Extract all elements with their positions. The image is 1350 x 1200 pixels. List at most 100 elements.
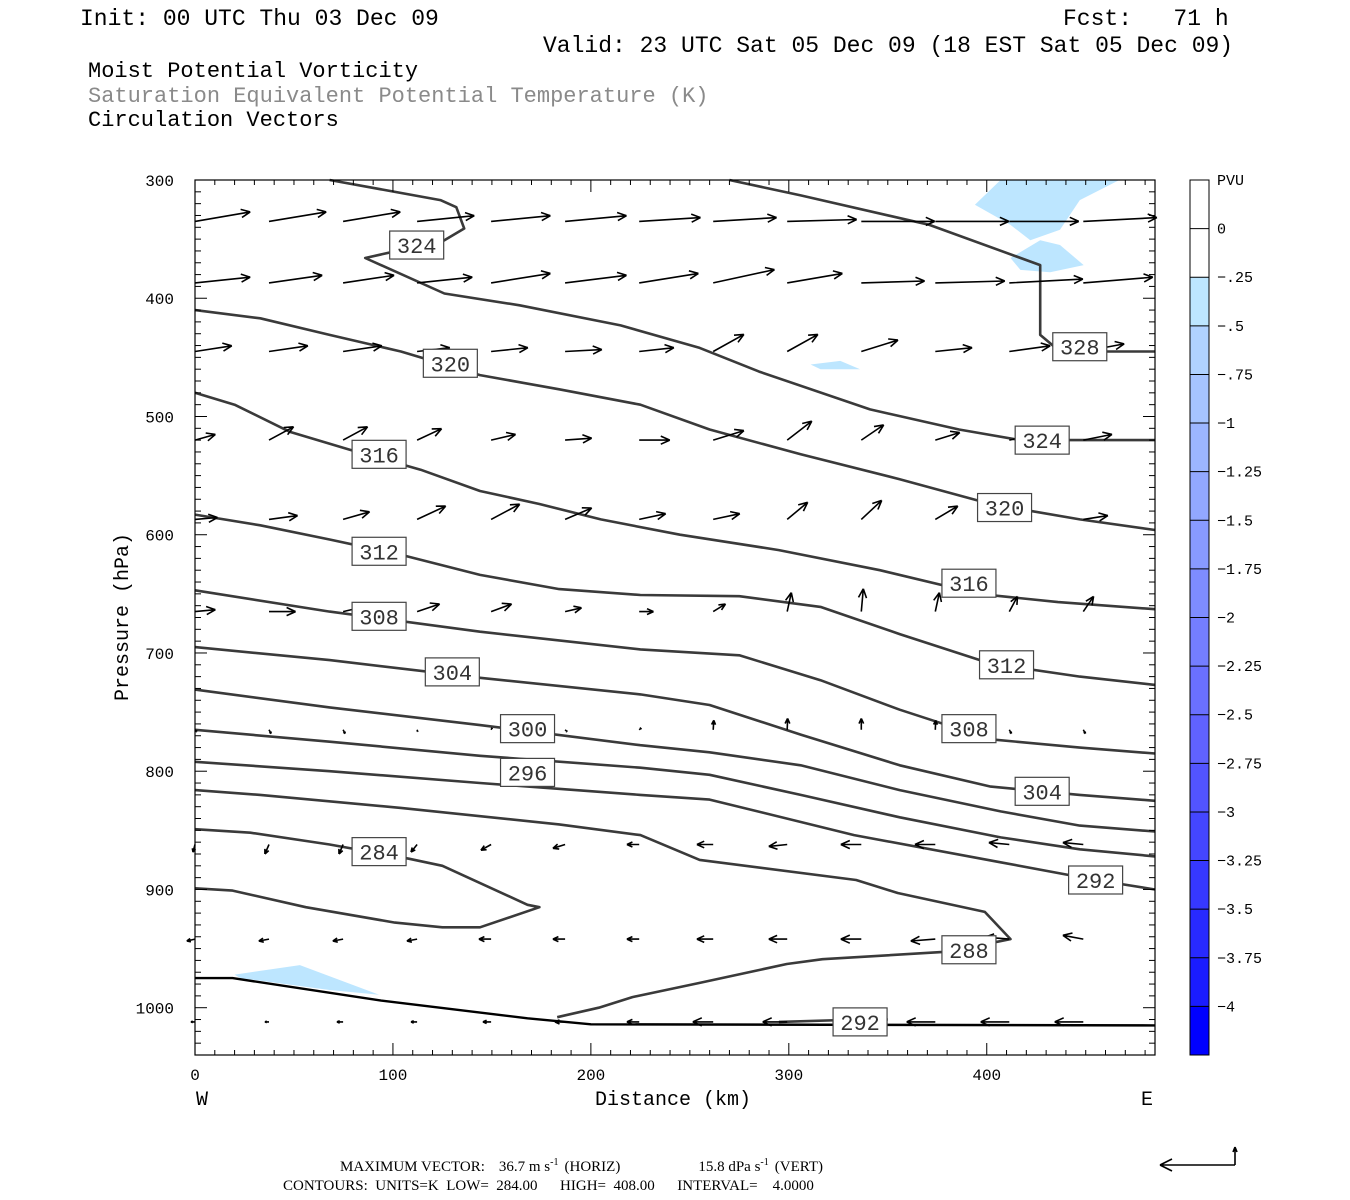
- contour-300: [194, 688, 1156, 833]
- colorbar-label: −4: [1217, 999, 1235, 1016]
- title-theta-es: Saturation Equivalent Potential Temperat…: [88, 84, 709, 109]
- wind-vector: [858, 718, 865, 730]
- colorbar-label: −.75: [1217, 367, 1253, 384]
- wind-vector: [935, 430, 961, 441]
- y-tick-label: 500: [145, 409, 174, 427]
- wind-vector: [490, 270, 551, 284]
- wind-vector: [784, 718, 791, 730]
- colorbar-label: −1.75: [1217, 562, 1262, 579]
- plot-frame: [194, 179, 1156, 1056]
- wind-vector: [190, 1020, 195, 1024]
- wind-vector: [1082, 729, 1087, 735]
- wind-vector: [194, 605, 216, 616]
- title-vectors: Circulation Vectors: [88, 108, 339, 133]
- footer-max-vector: MAXIMUM VECTOR: 36.7 m s-1 (HORIZ) 15.8 dPa…: [340, 1157, 823, 1175]
- wind-vector: [416, 602, 441, 613]
- wind-vector: [713, 266, 775, 284]
- contour-label: 300: [508, 719, 548, 744]
- valid-time: Valid: 23 UTC Sat 05 Dec 09 (18 EST Sat …: [543, 33, 1233, 59]
- x-tick-label: 400: [972, 1067, 1001, 1085]
- wind-vector: [269, 606, 296, 617]
- colorbar-swatch: [1190, 374, 1209, 424]
- plot-axes: 300 400 500 600 700 800 900 1000 0 100 200 300 400: [136, 173, 1156, 1085]
- colorbar-swatch: [1190, 520, 1209, 569]
- wind-vector: [194, 513, 218, 523]
- wind-vector: [268, 426, 295, 441]
- contour-label: 316: [949, 573, 989, 598]
- colorbar-label: −1.25: [1217, 465, 1262, 482]
- wind-vector: [565, 434, 593, 444]
- colorbar-label: −2.75: [1217, 756, 1262, 773]
- wind-vector: [491, 211, 551, 223]
- colorbar-label: −1: [1217, 416, 1235, 433]
- wind-vector: [552, 843, 566, 850]
- contour-label: 304: [1022, 781, 1062, 806]
- contour-label-box: [941, 568, 997, 598]
- y-tick-label: 800: [145, 764, 174, 782]
- wind-vector: [416, 729, 419, 733]
- wind-vector: [857, 588, 868, 612]
- x-tick-label: 0: [190, 1067, 200, 1085]
- x-tick-label: 300: [774, 1067, 803, 1085]
- wind-vector: [194, 273, 251, 284]
- wind-vector: [840, 839, 862, 850]
- wind-vector: [1083, 512, 1109, 522]
- wind-vector: [268, 271, 323, 284]
- wind-vector: [490, 431, 517, 442]
- pv-negative-regions: [234, 180, 1120, 995]
- wind-vector: [934, 505, 959, 521]
- contour-label: 328: [1060, 337, 1100, 362]
- contour-label: 308: [949, 719, 989, 744]
- wind-vector: [712, 428, 745, 441]
- colorbar-label: −.25: [1217, 270, 1253, 287]
- wind-vector: [194, 342, 233, 353]
- wind-vector: [713, 510, 741, 521]
- wind-vector: [342, 271, 395, 284]
- wind-vector: [860, 499, 883, 520]
- wind-vector: [1054, 1017, 1084, 1027]
- contour-label-box: [941, 935, 997, 965]
- wind-vector: [490, 602, 513, 613]
- wind-vector: [268, 511, 299, 522]
- y-tick-label: 1000: [136, 1001, 174, 1019]
- wind-vector: [860, 424, 885, 441]
- wind-vector: [565, 211, 627, 223]
- wind-vector: [639, 343, 675, 354]
- wind-vector: [410, 843, 418, 853]
- wind-vector: [710, 719, 717, 730]
- contour-label-box: [351, 439, 407, 469]
- contour-labels: 328 324 324 320 320 316 316 312 312 308 308 304 304 3…: [351, 230, 1124, 1037]
- wind-vector: [1009, 342, 1051, 353]
- y-tick-label: 600: [145, 528, 174, 546]
- colorbar-swatch: [1190, 714, 1209, 764]
- contour-label-box: [976, 492, 1033, 523]
- colorbar-label: −1.5: [1217, 513, 1253, 530]
- wind-vector: [1009, 274, 1084, 285]
- colorbar-swatch: [1190, 811, 1209, 861]
- colorbar-swatch: [1190, 666, 1209, 715]
- colorbar-swatch: [1190, 617, 1209, 667]
- contour-label: 292: [840, 1012, 880, 1037]
- wind-vector: [416, 505, 447, 521]
- wind-vector: [935, 216, 1010, 227]
- pv-region: [974, 180, 1120, 241]
- contour-label: 284: [359, 842, 399, 867]
- wind-vector: [787, 270, 843, 284]
- wind-vector: [935, 343, 973, 354]
- colorbar-swatch: [1190, 471, 1209, 521]
- colorbar-label: −3.25: [1217, 854, 1262, 871]
- wind-vector: [713, 213, 777, 223]
- wind-vector: [268, 342, 309, 353]
- wind-vector: [258, 937, 270, 943]
- wind-vector: [786, 333, 819, 353]
- wind-vector: [264, 844, 270, 855]
- contour-label: 308: [359, 606, 399, 631]
- wind-vector: [1083, 273, 1154, 284]
- pv-region: [810, 360, 861, 370]
- wind-vector: [332, 937, 344, 943]
- contour-label: 304: [433, 662, 473, 687]
- wind-vector: [342, 729, 346, 735]
- pv-region: [234, 965, 380, 995]
- init-time: Init: 00 UTC Thu 03 Dec 09: [80, 6, 439, 32]
- colorbar-swatch: [1190, 957, 1209, 1007]
